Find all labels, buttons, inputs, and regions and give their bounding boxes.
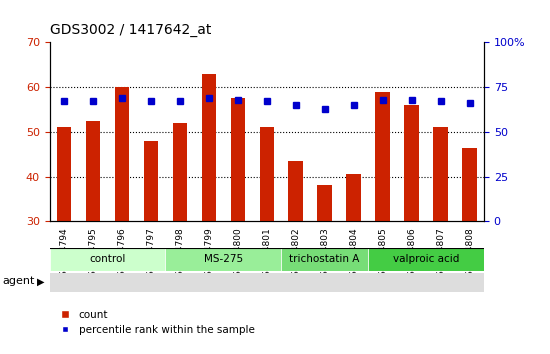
Legend: count, percentile rank within the sample: count, percentile rank within the sample	[54, 310, 255, 335]
Bar	[201, 74, 216, 221]
Bar	[114, 87, 129, 221]
Bar	[433, 127, 448, 221]
Text: control: control	[89, 254, 125, 264]
Text: trichostatin A: trichostatin A	[289, 254, 360, 264]
Text: valproic acid: valproic acid	[393, 254, 459, 264]
Bar	[86, 121, 100, 221]
Bar	[346, 174, 361, 221]
Text: GDS3002 / 1417642_at: GDS3002 / 1417642_at	[50, 23, 211, 37]
Bar	[166, 248, 281, 271]
Bar	[144, 141, 158, 221]
Bar	[281, 248, 368, 271]
Bar	[50, 248, 166, 271]
Bar	[404, 105, 419, 221]
Bar	[462, 148, 477, 221]
Bar	[230, 98, 245, 221]
Text: MS-275: MS-275	[204, 254, 243, 264]
Bar	[260, 127, 274, 221]
Bar	[288, 161, 303, 221]
Bar	[368, 248, 484, 271]
Bar	[57, 127, 71, 221]
Text: ▶: ▶	[37, 276, 45, 286]
Bar	[173, 123, 187, 221]
Bar	[317, 185, 332, 221]
Bar	[375, 92, 390, 221]
Text: agent: agent	[3, 276, 35, 286]
